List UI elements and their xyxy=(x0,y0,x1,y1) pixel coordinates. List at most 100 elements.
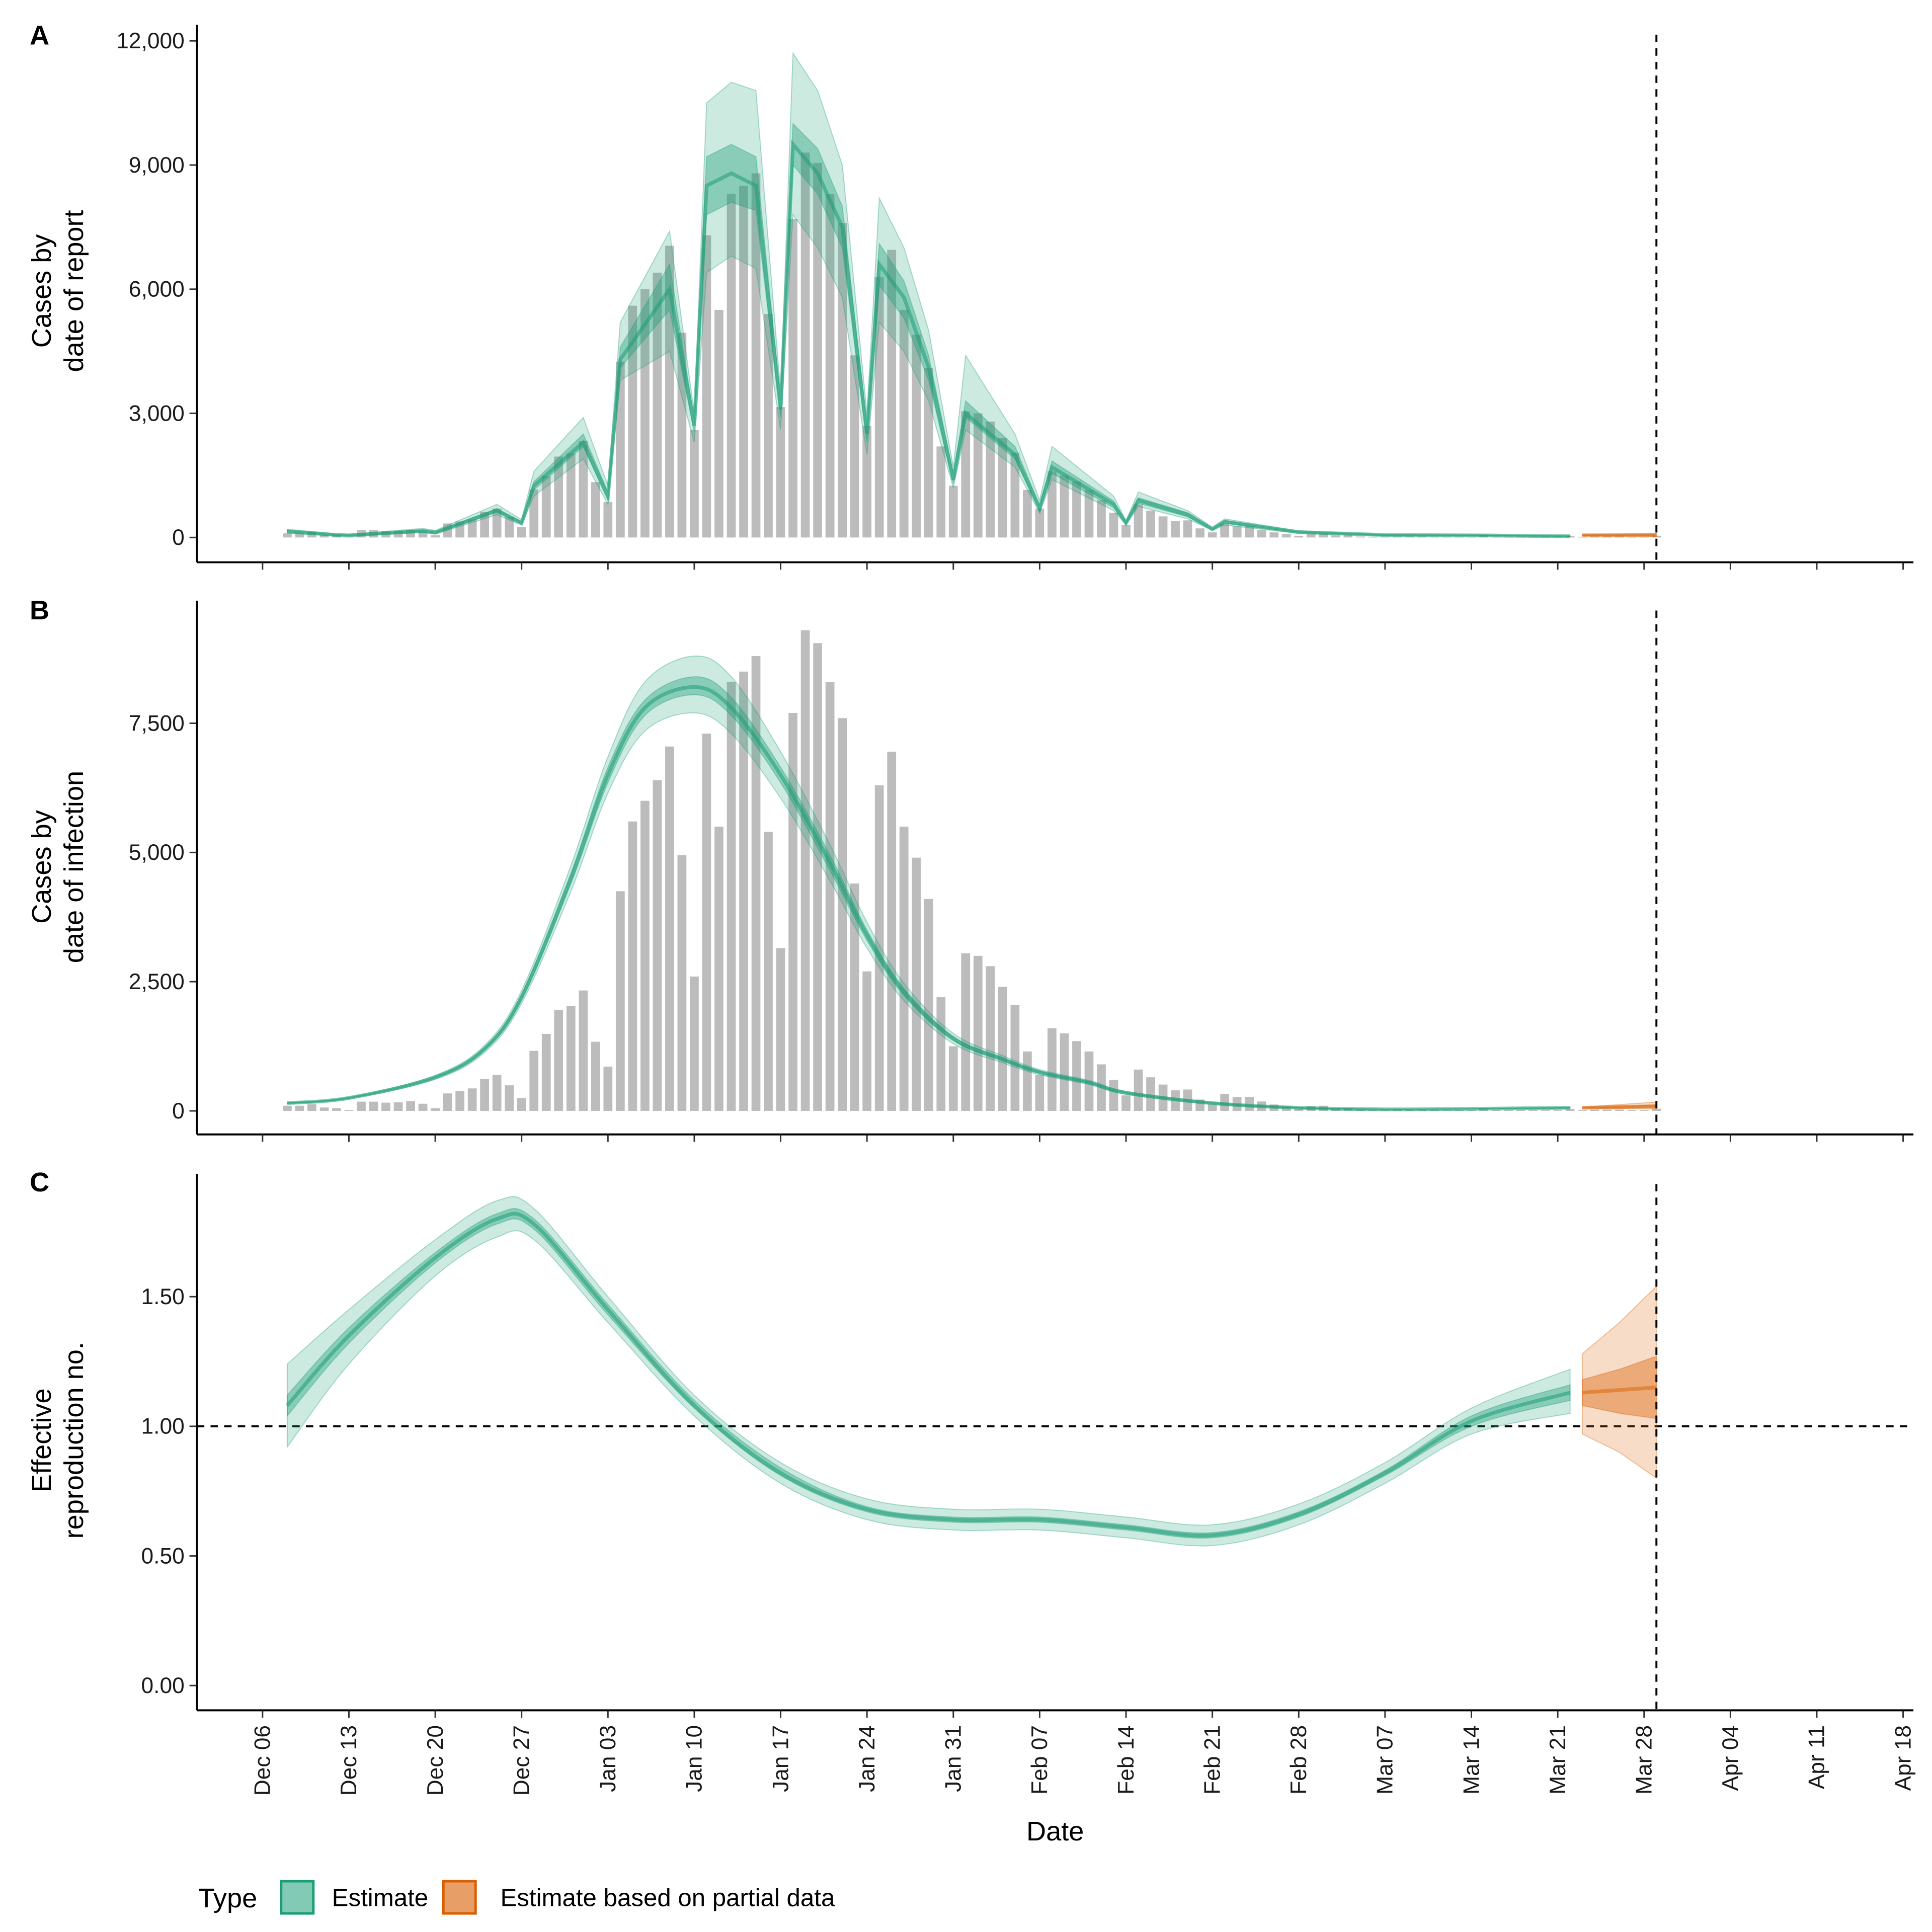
bar xyxy=(344,1110,354,1111)
bar xyxy=(1171,521,1180,538)
y-axis-title-b-line2: date of infection xyxy=(59,771,89,963)
bar xyxy=(480,512,490,538)
bar xyxy=(825,682,835,1111)
bar xyxy=(764,314,773,538)
bar xyxy=(924,899,933,1111)
bar xyxy=(579,441,588,538)
bar xyxy=(295,1105,304,1111)
bar xyxy=(1121,525,1131,538)
bar xyxy=(541,475,551,538)
bar xyxy=(1195,528,1204,538)
bar xyxy=(418,531,428,538)
bar xyxy=(369,1101,378,1111)
bar xyxy=(1048,471,1057,538)
estimate-median-line xyxy=(287,685,1570,1111)
bar xyxy=(615,891,625,1111)
x-axis-title: Date xyxy=(1026,1816,1084,1846)
bar xyxy=(677,333,687,538)
bar xyxy=(505,517,514,538)
bar xyxy=(751,656,761,1111)
y-tick-label: 0 xyxy=(172,1099,185,1123)
bar xyxy=(998,438,1007,538)
y-tick-label: 0.50 xyxy=(141,1544,185,1568)
y-tick-label: 9,000 xyxy=(129,153,185,178)
bar xyxy=(862,426,872,538)
bar xyxy=(1232,526,1242,538)
panels: 0 3,000 6,000 9,000 12,000 0 2,500 5,000 7,500 0.… xyxy=(116,25,1915,1796)
bar xyxy=(1652,1108,1661,1111)
x-tick-label: Mar 21 xyxy=(1546,1725,1570,1795)
partial-median-line xyxy=(1582,1385,1657,1395)
x-tick-label: Jan 24 xyxy=(855,1725,879,1792)
bar xyxy=(517,1098,526,1111)
y-tick-label: 1.00 xyxy=(141,1414,185,1439)
bar xyxy=(418,1103,428,1111)
bar xyxy=(1590,1109,1599,1111)
bar xyxy=(924,368,933,538)
bar xyxy=(467,519,477,538)
bar xyxy=(653,272,662,538)
bar xyxy=(1269,532,1279,538)
bar xyxy=(1134,504,1143,538)
bar xyxy=(381,1102,390,1111)
bar xyxy=(1010,452,1020,538)
bar xyxy=(887,752,897,1111)
bar xyxy=(973,413,983,538)
bar xyxy=(1048,1028,1057,1111)
bar xyxy=(887,250,897,538)
bar xyxy=(591,482,600,538)
bar xyxy=(1084,490,1094,538)
bar xyxy=(800,152,810,538)
bar xyxy=(1565,536,1575,538)
bar xyxy=(1306,533,1316,538)
bar xyxy=(665,246,674,538)
x-tick-label: Dec 06 xyxy=(251,1725,275,1796)
x-tick-label: Jan 31 xyxy=(941,1725,966,1792)
bar xyxy=(850,355,859,538)
estimate-median-line xyxy=(287,139,1570,538)
bar xyxy=(1528,1110,1538,1111)
bar xyxy=(899,309,909,538)
bar xyxy=(319,534,329,538)
bar xyxy=(776,948,785,1111)
bar xyxy=(1565,1109,1575,1111)
bar xyxy=(862,971,872,1111)
panel-label-b: B xyxy=(30,595,49,625)
bar xyxy=(393,1102,403,1111)
bar xyxy=(1491,1110,1501,1111)
x-tick-label: Dec 27 xyxy=(509,1725,534,1796)
bar xyxy=(714,309,723,538)
bar xyxy=(1393,536,1402,538)
bar xyxy=(690,430,699,538)
bar xyxy=(702,235,711,538)
legend-title: Type xyxy=(198,1883,257,1913)
bar xyxy=(615,361,625,538)
bar xyxy=(1035,1075,1044,1111)
x-tick-label: Jan 17 xyxy=(768,1725,793,1792)
bar xyxy=(936,446,946,538)
panel-a: 0 3,000 6,000 9,000 12,000 xyxy=(116,25,1914,570)
legend: Type Estimate Estimate based on partial … xyxy=(198,1880,835,1915)
bar xyxy=(912,335,921,538)
y-tick-label: 3,000 xyxy=(129,401,185,426)
bar xyxy=(764,832,773,1111)
bar xyxy=(813,643,822,1111)
bar xyxy=(1183,520,1192,538)
bar xyxy=(850,883,859,1111)
bar xyxy=(517,527,526,538)
partial-band-90 xyxy=(1582,1285,1657,1479)
bar xyxy=(332,1108,341,1111)
bar xyxy=(986,421,995,538)
bar xyxy=(948,1046,958,1111)
bar xyxy=(751,173,761,538)
bar xyxy=(973,955,983,1111)
panel-c: 0.00 0.50 1.00 1.50 Dec 06 Dec 13 Dec 20 Dec 27… xyxy=(141,1174,1915,1796)
bar xyxy=(554,456,564,538)
bar xyxy=(788,218,797,538)
bar xyxy=(1158,516,1168,538)
bar xyxy=(467,1088,477,1111)
x-tick-label: Jan 03 xyxy=(596,1725,620,1792)
bar xyxy=(1553,1110,1562,1111)
bar xyxy=(1023,490,1032,538)
y-tick-label: 7,500 xyxy=(129,711,185,736)
